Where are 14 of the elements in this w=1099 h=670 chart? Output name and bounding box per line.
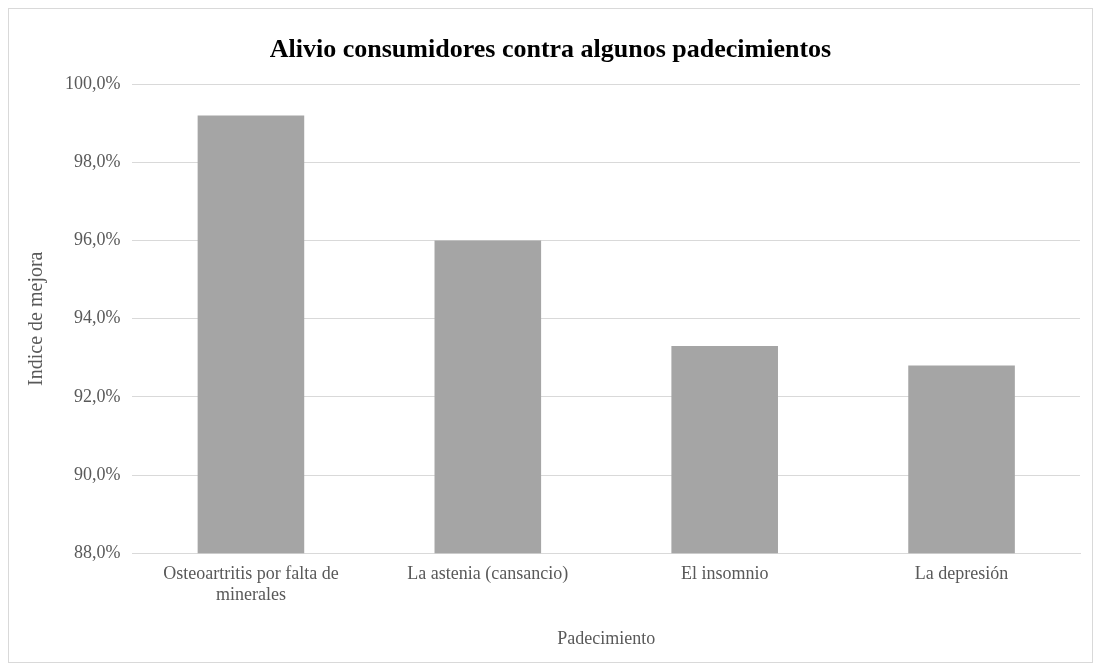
x-tick-label: Osteoartritis por falta de minerales <box>163 562 339 605</box>
chart-title: Alivio consumidores contra algunos padecimientos <box>269 34 832 64</box>
x-tick-label: El insomnio <box>680 562 769 583</box>
y-tick-label: 90,0% <box>73 463 121 484</box>
y-tick-label: 100,0% <box>64 72 121 93</box>
y-axis-title: Indice de mejora <box>24 251 48 386</box>
y-tick-label: 92,0% <box>73 385 121 406</box>
y-tick-label: 96,0% <box>73 229 121 250</box>
x-tick-label: La depresión <box>914 562 1009 583</box>
x-tick-label: La astenia (cansancio) <box>407 562 569 584</box>
y-tick-label: 94,0% <box>73 307 121 328</box>
x-axis-title: Padecimiento <box>557 627 656 648</box>
y-tick-label: 98,0% <box>73 151 121 172</box>
y-tick-label: 88,0% <box>73 541 121 562</box>
